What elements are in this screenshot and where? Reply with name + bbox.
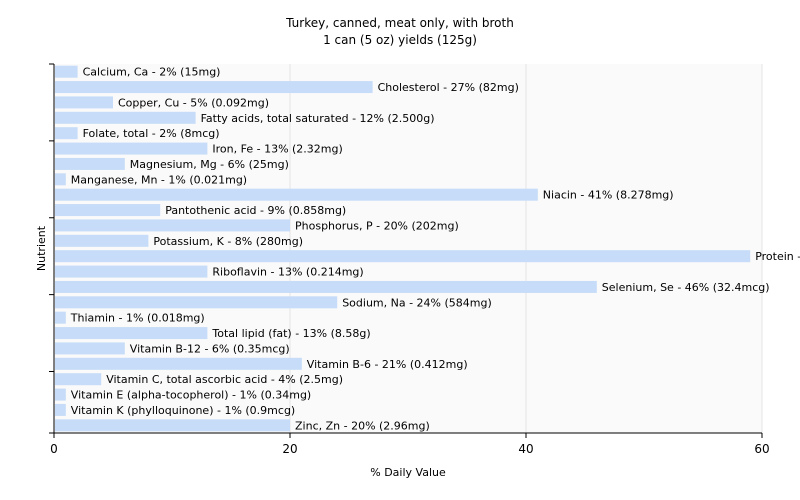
bar bbox=[55, 403, 66, 416]
grid-lines bbox=[289, 64, 763, 433]
x-axis-title: % Daily Value bbox=[370, 466, 446, 479]
bar bbox=[55, 311, 66, 324]
data-label: Cholesterol - 27% (82mg) bbox=[378, 81, 519, 94]
bar bbox=[55, 280, 597, 293]
bar bbox=[55, 234, 149, 247]
x-tick-label: 60 bbox=[754, 442, 769, 456]
bar bbox=[55, 327, 208, 340]
data-label: Protein - 59% (29.60g) bbox=[755, 250, 800, 263]
bar bbox=[55, 388, 66, 401]
bar bbox=[55, 204, 161, 217]
bar bbox=[55, 342, 125, 355]
data-label: Magnesium, Mg - 6% (25mg) bbox=[130, 158, 289, 171]
chart-subtitle: 1 can (5 oz) yields (125g) bbox=[323, 33, 477, 47]
bar bbox=[55, 296, 338, 309]
data-label: Vitamin C, total ascorbic acid - 4% (2.5… bbox=[106, 373, 343, 386]
data-label: Zinc, Zn - 20% (2.96mg) bbox=[295, 419, 430, 432]
data-label: Manganese, Mn - 1% (0.021mg) bbox=[71, 173, 247, 186]
bar bbox=[55, 419, 290, 432]
data-label: Phosphorus, P - 20% (202mg) bbox=[295, 219, 459, 232]
data-label: Niacin - 41% (8.278mg) bbox=[543, 189, 674, 202]
bar bbox=[55, 157, 125, 170]
bar bbox=[55, 373, 102, 386]
chart-title: Turkey, canned, meat only, with broth bbox=[286, 16, 514, 30]
bar bbox=[55, 219, 290, 232]
data-label: Total lipid (fat) - 13% (8.58g) bbox=[211, 327, 370, 340]
data-label: Copper, Cu - 5% (0.092mg) bbox=[118, 96, 269, 109]
bar bbox=[55, 357, 302, 370]
data-label: Potassium, K - 8% (280mg) bbox=[153, 235, 303, 248]
bar bbox=[55, 65, 78, 78]
bar bbox=[55, 173, 66, 186]
data-label: Folate, total - 2% (8mcg) bbox=[83, 127, 220, 140]
axes: 0 20 40 60 bbox=[49, 63, 770, 456]
data-label: Calcium, Ca - 2% (15mg) bbox=[83, 66, 221, 79]
bar bbox=[55, 188, 538, 201]
bars bbox=[55, 65, 751, 432]
data-label: Pantothenic acid - 9% (0.858mg) bbox=[165, 204, 346, 217]
data-label: Riboflavin - 13% (0.214mg) bbox=[212, 266, 363, 279]
data-label: Vitamin B-12 - 6% (0.35mcg) bbox=[130, 342, 290, 355]
bar bbox=[55, 265, 208, 278]
data-label: Vitamin K (phylloquinone) - 1% (0.9mcg) bbox=[71, 404, 295, 417]
data-label: Fatty acids, total saturated - 12% (2.50… bbox=[201, 112, 435, 125]
bar bbox=[55, 250, 751, 263]
bar bbox=[55, 111, 196, 124]
data-label: Vitamin E (alpha-tocopherol) - 1% (0.34m… bbox=[71, 389, 311, 402]
data-label: Vitamin B-6 - 21% (0.412mg) bbox=[307, 358, 468, 371]
x-tick-label: 0 bbox=[50, 442, 58, 456]
data-label: Thiamin - 1% (0.018mg) bbox=[70, 312, 205, 325]
plot-area bbox=[54, 64, 762, 433]
x-tick-label: 20 bbox=[282, 442, 297, 456]
x-tick-label: 40 bbox=[518, 442, 533, 456]
data-label: Selenium, Se - 46% (32.4mcg) bbox=[602, 281, 770, 294]
bar bbox=[55, 96, 113, 109]
data-labels: Calcium, Ca - 2% (15mg) Cholesterol - 27%… bbox=[70, 66, 800, 433]
data-label: Sodium, Na - 24% (584mg) bbox=[342, 296, 492, 309]
y-axis-title: Nutrient bbox=[35, 225, 48, 271]
data-label: Iron, Fe - 13% (2.32mg) bbox=[212, 143, 342, 156]
bar bbox=[55, 81, 373, 94]
bar bbox=[55, 127, 78, 140]
bar bbox=[55, 142, 208, 155]
